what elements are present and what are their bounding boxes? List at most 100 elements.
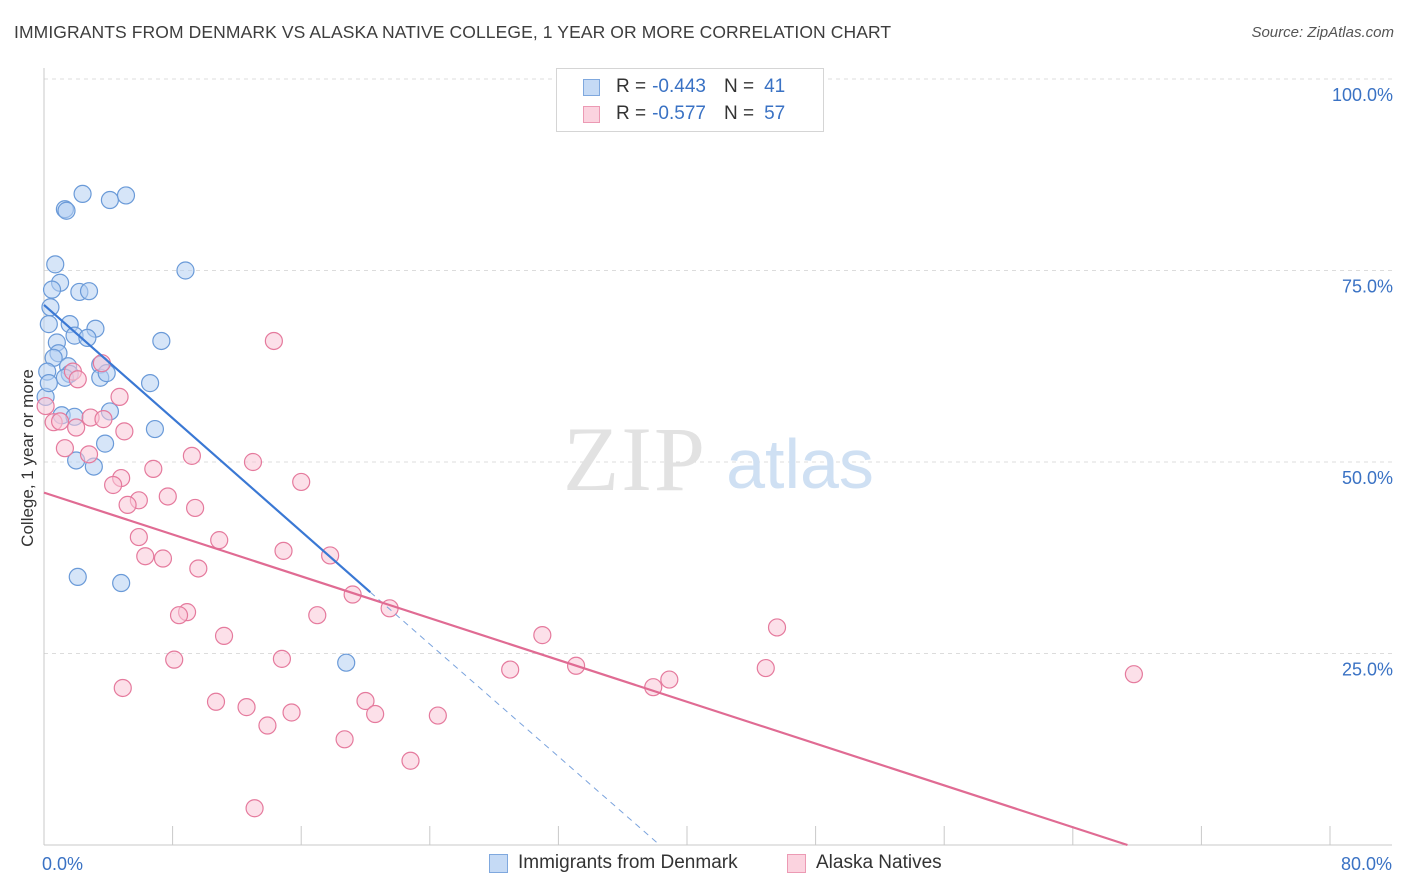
data-point-denmark bbox=[41, 298, 60, 317]
data-point-alaska bbox=[113, 678, 132, 698]
series-name-alaska: Alaska Natives bbox=[816, 852, 942, 873]
data-point-alaska bbox=[756, 658, 775, 678]
data-point-denmark bbox=[337, 653, 356, 672]
series-legend-denmark[interactable]: Immigrants from Denmark bbox=[489, 852, 738, 874]
series-swatch-alaska bbox=[787, 853, 806, 873]
data-point-alaska bbox=[245, 799, 264, 818]
legend-row-alaska: R = -0.577 N = 57 bbox=[583, 101, 785, 127]
y-tick-label: 100.0% bbox=[1332, 85, 1393, 105]
data-point-alaska bbox=[169, 606, 189, 625]
y-tick-label: 25.0% bbox=[1342, 660, 1393, 680]
data-point-alaska bbox=[533, 626, 552, 645]
data-point-alaska bbox=[189, 559, 208, 578]
data-point-denmark bbox=[73, 184, 92, 203]
data-point-alaska bbox=[55, 439, 74, 458]
chart-title: IMMIGRANTS FROM DENMARK VS ALASKA NATIVE… bbox=[14, 22, 892, 42]
data-point-denmark bbox=[112, 573, 131, 593]
watermark: ZIP atlas bbox=[563, 408, 874, 510]
y-tick-label: 50.0% bbox=[1342, 468, 1393, 488]
data-point-alaska bbox=[366, 704, 385, 724]
watermark-zip: ZIP bbox=[563, 408, 707, 510]
legend-swatch-alaska bbox=[583, 105, 600, 123]
legend-r-label: R = bbox=[616, 76, 647, 97]
data-point-denmark bbox=[152, 331, 171, 351]
data-point-alaska bbox=[428, 706, 447, 725]
data-point-alaska bbox=[186, 498, 205, 518]
watermark-atlas: atlas bbox=[726, 425, 874, 503]
series-swatch-denmark bbox=[489, 853, 508, 873]
data-point-denmark bbox=[95, 434, 115, 453]
data-point-alaska bbox=[282, 703, 301, 722]
legend-n-label: N = bbox=[723, 76, 755, 97]
data-point-alaska bbox=[243, 452, 263, 472]
x-tick-label-max: 80.0% bbox=[1341, 854, 1392, 874]
data-point-alaska bbox=[153, 549, 173, 568]
trend-extension-denmark bbox=[369, 591, 661, 846]
data-point-denmark bbox=[78, 328, 97, 348]
data-point-denmark bbox=[39, 374, 58, 393]
data-point-alaska bbox=[115, 422, 134, 441]
data-point-alaska bbox=[118, 495, 137, 514]
legend-n-value-alaska: 57 bbox=[764, 103, 786, 124]
data-point-alaska bbox=[767, 618, 787, 637]
data-point-alaska bbox=[660, 670, 679, 689]
data-point-alaska bbox=[214, 626, 234, 645]
data-point-alaska bbox=[129, 527, 148, 547]
data-point-alaska bbox=[272, 649, 292, 668]
legend-r-value-alaska: -0.577 bbox=[652, 103, 706, 124]
data-point-alaska bbox=[356, 691, 375, 711]
data-point-denmark bbox=[42, 280, 62, 299]
data-point-alaska bbox=[182, 446, 201, 465]
data-point-denmark bbox=[140, 374, 160, 393]
data-point-alaska bbox=[94, 410, 113, 429]
data-point-alaska bbox=[237, 698, 256, 717]
data-point-alaska bbox=[343, 585, 362, 604]
grid-layer bbox=[44, 78, 1392, 654]
trend-line-alaska bbox=[43, 491, 1128, 847]
data-point-denmark bbox=[100, 190, 120, 210]
data-point-denmark bbox=[68, 567, 87, 587]
x-tick-label-min: 0.0% bbox=[42, 854, 83, 874]
data-point-alaska bbox=[36, 396, 55, 416]
data-point-alaska bbox=[110, 387, 129, 406]
trend-layer bbox=[43, 304, 1128, 847]
data-point-alaska bbox=[79, 445, 99, 464]
data-point-alaska bbox=[335, 730, 354, 749]
data-point-alaska bbox=[50, 412, 70, 431]
data-point-alaska bbox=[104, 475, 123, 495]
data-point-alaska bbox=[501, 660, 520, 679]
data-point-alaska bbox=[158, 487, 177, 506]
y-tick-label: 75.0% bbox=[1342, 277, 1393, 297]
trend-line-denmark bbox=[43, 304, 372, 594]
data-point-alaska bbox=[67, 418, 86, 437]
series-legend-alaska[interactable]: Alaska Natives bbox=[787, 852, 942, 874]
legend-swatch-denmark bbox=[583, 78, 600, 96]
data-point-denmark bbox=[145, 419, 165, 439]
legend-n-value-denmark: 41 bbox=[764, 76, 786, 97]
data-point-alaska bbox=[1124, 665, 1143, 684]
data-point-alaska bbox=[144, 459, 163, 478]
axis-layer bbox=[43, 68, 1392, 846]
data-point-alaska bbox=[68, 370, 87, 389]
data-point-alaska bbox=[292, 472, 311, 492]
legend-r-value-denmark: -0.443 bbox=[652, 76, 706, 97]
legend-n-label: N = bbox=[723, 103, 755, 124]
source-credit: Source: ZipAtlas.com bbox=[1251, 24, 1394, 41]
data-point-alaska bbox=[165, 650, 184, 669]
data-point-alaska bbox=[308, 606, 327, 625]
data-point-alaska bbox=[274, 541, 293, 560]
data-point-alaska bbox=[136, 547, 155, 566]
legend-row-denmark: R = -0.443 N = 41 bbox=[583, 74, 785, 100]
tick-label-layer: 25.0% 50.0% 75.0% 100.0% 0.0% 80.0% bbox=[42, 85, 1393, 874]
data-point-denmark bbox=[57, 201, 76, 220]
data-point-denmark bbox=[116, 186, 136, 205]
data-point-alaska bbox=[401, 751, 420, 770]
data-point-alaska bbox=[210, 531, 229, 550]
data-point-denmark bbox=[46, 255, 65, 274]
data-point-denmark bbox=[79, 282, 99, 301]
series-name-denmark: Immigrants from Denmark bbox=[518, 852, 738, 873]
data-point-denmark bbox=[176, 261, 195, 280]
legend-r-label: R = bbox=[616, 103, 647, 124]
data-point-denmark bbox=[39, 315, 58, 334]
